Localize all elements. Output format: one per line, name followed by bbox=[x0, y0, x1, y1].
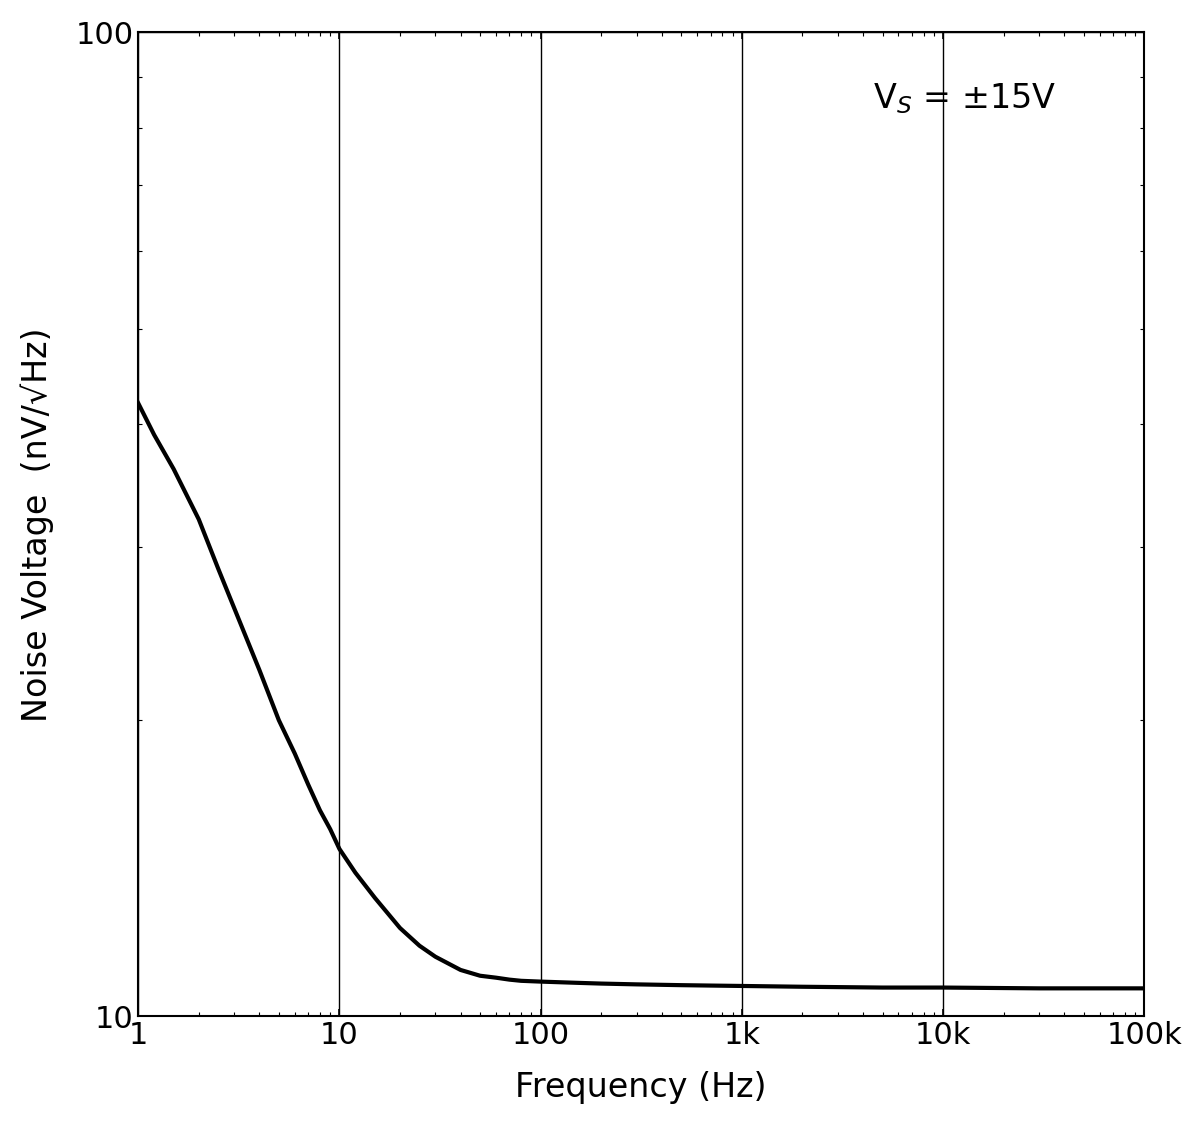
X-axis label: Frequency (Hz): Frequency (Hz) bbox=[516, 1071, 768, 1104]
Y-axis label: Noise Voltage  (nV/√Hz): Noise Voltage (nV/√Hz) bbox=[20, 327, 54, 721]
Text: V$_S$ = ±15V: V$_S$ = ±15V bbox=[872, 81, 1056, 116]
